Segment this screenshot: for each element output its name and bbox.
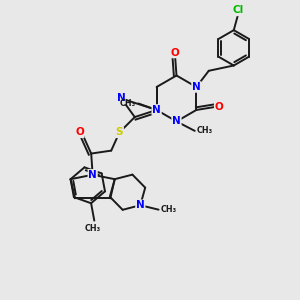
Text: O: O: [215, 102, 224, 112]
Text: N: N: [88, 170, 97, 180]
Text: Cl: Cl: [232, 5, 244, 15]
Text: N: N: [136, 200, 145, 210]
Text: N: N: [117, 94, 126, 103]
Text: CH₃: CH₃: [120, 99, 136, 108]
Text: O: O: [171, 47, 179, 58]
Text: CH₃: CH₃: [197, 126, 213, 135]
Text: S: S: [116, 128, 123, 137]
Text: CH₃: CH₃: [85, 224, 101, 233]
Text: N: N: [172, 116, 181, 126]
Text: N: N: [152, 105, 161, 115]
Text: N: N: [192, 82, 201, 92]
Text: O: O: [75, 128, 84, 137]
Text: CH₃: CH₃: [161, 205, 177, 214]
